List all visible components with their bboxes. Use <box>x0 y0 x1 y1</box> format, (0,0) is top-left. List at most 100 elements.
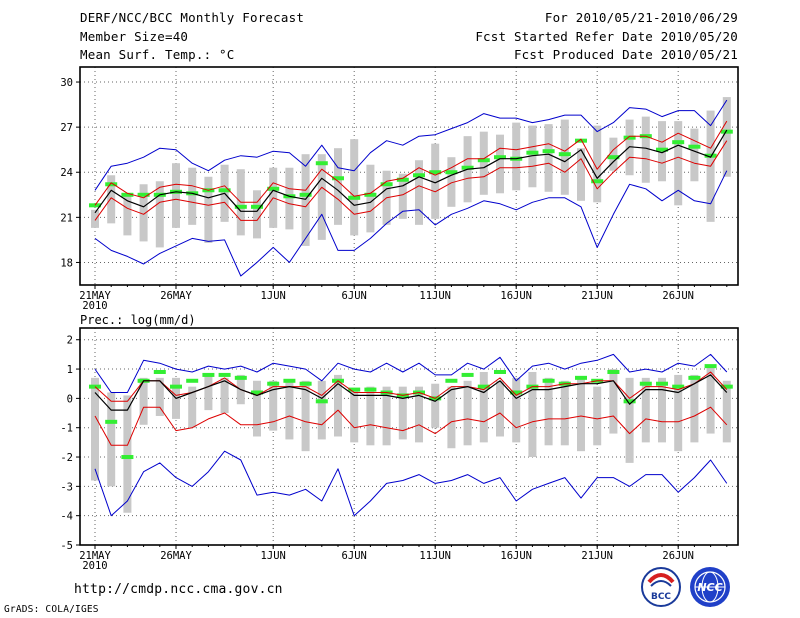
prec-box <box>382 386 391 446</box>
temp-mean-marker <box>591 179 604 184</box>
temp-mean-marker <box>494 155 506 160</box>
temp-mean-marker <box>380 182 393 187</box>
prec-ytick-label: 1 <box>67 364 73 376</box>
prec-box <box>528 371 537 458</box>
temp-mean-marker <box>623 135 636 140</box>
temp-mean-marker <box>137 192 150 197</box>
prec-box <box>479 371 488 443</box>
prec-xtick-label: 21JUN <box>581 550 613 562</box>
temp-mean-marker <box>332 176 344 181</box>
prec-box <box>285 380 294 440</box>
prec-box <box>641 377 650 443</box>
prec-mean-marker <box>105 419 118 424</box>
temp-box <box>366 164 375 233</box>
prec-mean-marker <box>720 384 733 389</box>
prec-ytick-label: -4 <box>60 511 73 523</box>
temp-box <box>577 148 585 201</box>
temp-xtick-label: 21JUN <box>581 290 613 302</box>
temp-box <box>188 167 197 225</box>
temp-mean-marker <box>720 129 733 134</box>
prec-ytick-label: 0 <box>67 393 73 405</box>
start-date: Fcst Started Refer Date 2010/05/20 <box>475 29 738 44</box>
prec-box <box>609 369 618 434</box>
temp-box <box>722 97 731 177</box>
temp-mean-marker <box>607 155 620 160</box>
prec-box <box>139 377 148 425</box>
temp-box <box>512 122 521 191</box>
temp-box <box>560 119 569 195</box>
produced-date: Fcst Produced Date 2010/05/21 <box>513 47 738 62</box>
temp-box <box>544 124 553 192</box>
prec-mean-marker <box>445 378 458 383</box>
temp-ytick-label: 24 <box>60 167 73 179</box>
temp-box <box>415 160 423 225</box>
prec-ytick-label: -5 <box>60 540 73 552</box>
prec-mean-marker <box>623 399 636 404</box>
temp-max-line <box>94 99 728 191</box>
prec-mean-marker <box>688 375 701 380</box>
temp-upper-spread-line <box>94 120 728 206</box>
ncc-logo-text: NCC <box>697 581 722 594</box>
prec-box <box>155 377 164 416</box>
prec-box <box>398 386 407 440</box>
temp-mean-marker <box>299 192 312 197</box>
temp-box <box>123 194 132 236</box>
temp-ytick-label: 21 <box>60 212 73 224</box>
prec-lower-spread-line <box>94 406 728 446</box>
prec-box <box>415 386 423 443</box>
temp-mean-marker <box>575 138 587 143</box>
temp-mean-marker <box>218 188 231 193</box>
temp-box <box>334 148 342 225</box>
prec-frame <box>79 327 739 546</box>
prec-ytick-label: -3 <box>60 481 73 493</box>
prec-box <box>512 377 521 443</box>
ncc-logo-icon: NCC <box>690 567 730 607</box>
temp-box <box>350 139 359 236</box>
prec-box <box>674 374 683 452</box>
prec-xtick-label: 26MAY <box>160 550 192 562</box>
temp-box <box>674 121 683 206</box>
temp-ytick-label: 27 <box>60 122 73 134</box>
prec-box <box>107 392 116 487</box>
temp-xtick-label: 26JUN <box>662 290 694 302</box>
prec-box <box>91 377 99 481</box>
prec-xtick-label: 11JUN <box>419 550 451 562</box>
prec-mean-marker <box>656 381 668 386</box>
prec-box <box>447 386 456 449</box>
prec-box <box>431 383 440 428</box>
prec-mean-marker <box>121 455 134 460</box>
prec-mean-marker <box>364 387 377 392</box>
temp-mean-marker <box>267 186 280 191</box>
member-size: Member Size=40 <box>80 29 189 44</box>
temp-min-line <box>94 170 728 277</box>
prec-xtick-label: 6JUN <box>342 550 367 562</box>
temp-box <box>204 176 213 243</box>
temp-mean-marker <box>542 149 555 154</box>
temp-box <box>496 134 504 194</box>
temp-mean-marker <box>704 153 717 158</box>
prec-min-line <box>94 450 728 517</box>
temp-box <box>447 157 456 207</box>
temp-ytick-label: 18 <box>60 257 73 269</box>
prec-mean-marker <box>672 384 685 389</box>
source-url-link[interactable]: http://cmdp.ncc.cma.gov.cn <box>74 582 283 597</box>
temp-box <box>139 184 148 242</box>
temp-mean-marker <box>656 147 668 152</box>
temp-mean-marker <box>461 165 474 170</box>
temp-mean-marker <box>89 203 101 208</box>
prec-max-line <box>94 353 728 393</box>
prec-mean-marker <box>348 387 361 392</box>
prec-box <box>463 380 472 446</box>
prec-box <box>317 380 326 440</box>
temp-xtick-label: 11JUN <box>419 290 451 302</box>
temp-box <box>172 163 180 228</box>
prec-box <box>366 386 375 446</box>
temp-box <box>91 209 99 228</box>
temp-mean-marker <box>396 177 409 182</box>
prec-mean-marker <box>639 381 652 386</box>
temp-mean-marker <box>348 195 361 200</box>
prec-mean-marker <box>315 399 328 404</box>
prec-box <box>544 377 553 446</box>
